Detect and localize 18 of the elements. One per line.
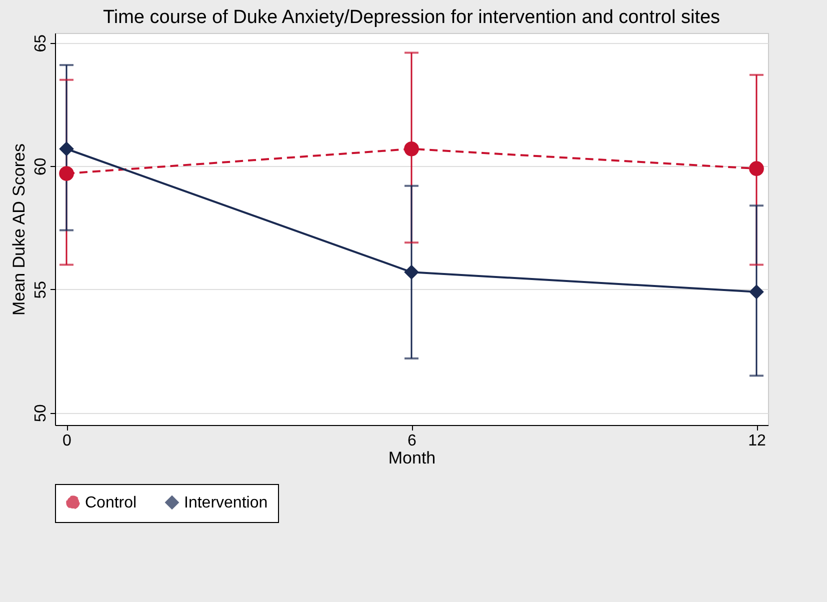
- legend-label: Control: [85, 494, 137, 512]
- point: [59, 166, 74, 181]
- point: [749, 161, 764, 176]
- y-tick-label: 50: [32, 404, 50, 422]
- y-tick-label: 60: [32, 158, 50, 176]
- chart-title: Time course of Duke Anxiety/Depression for intervention and control sites: [102, 7, 720, 28]
- point: [749, 284, 764, 300]
- y-tick-label: 55: [32, 280, 50, 299]
- point: [404, 264, 419, 280]
- legend-label: Intervention: [184, 494, 268, 512]
- x-tick-label: 12: [748, 432, 766, 450]
- point: [404, 141, 419, 156]
- x-tick-label: 6: [408, 432, 417, 450]
- x-tick-label: 0: [62, 432, 72, 450]
- x-axis-title: Month: [388, 448, 436, 468]
- y-tick-label: 65: [32, 34, 50, 52]
- point: [59, 141, 74, 156]
- y-axis-title: Mean Duke AD Scores: [10, 144, 28, 316]
